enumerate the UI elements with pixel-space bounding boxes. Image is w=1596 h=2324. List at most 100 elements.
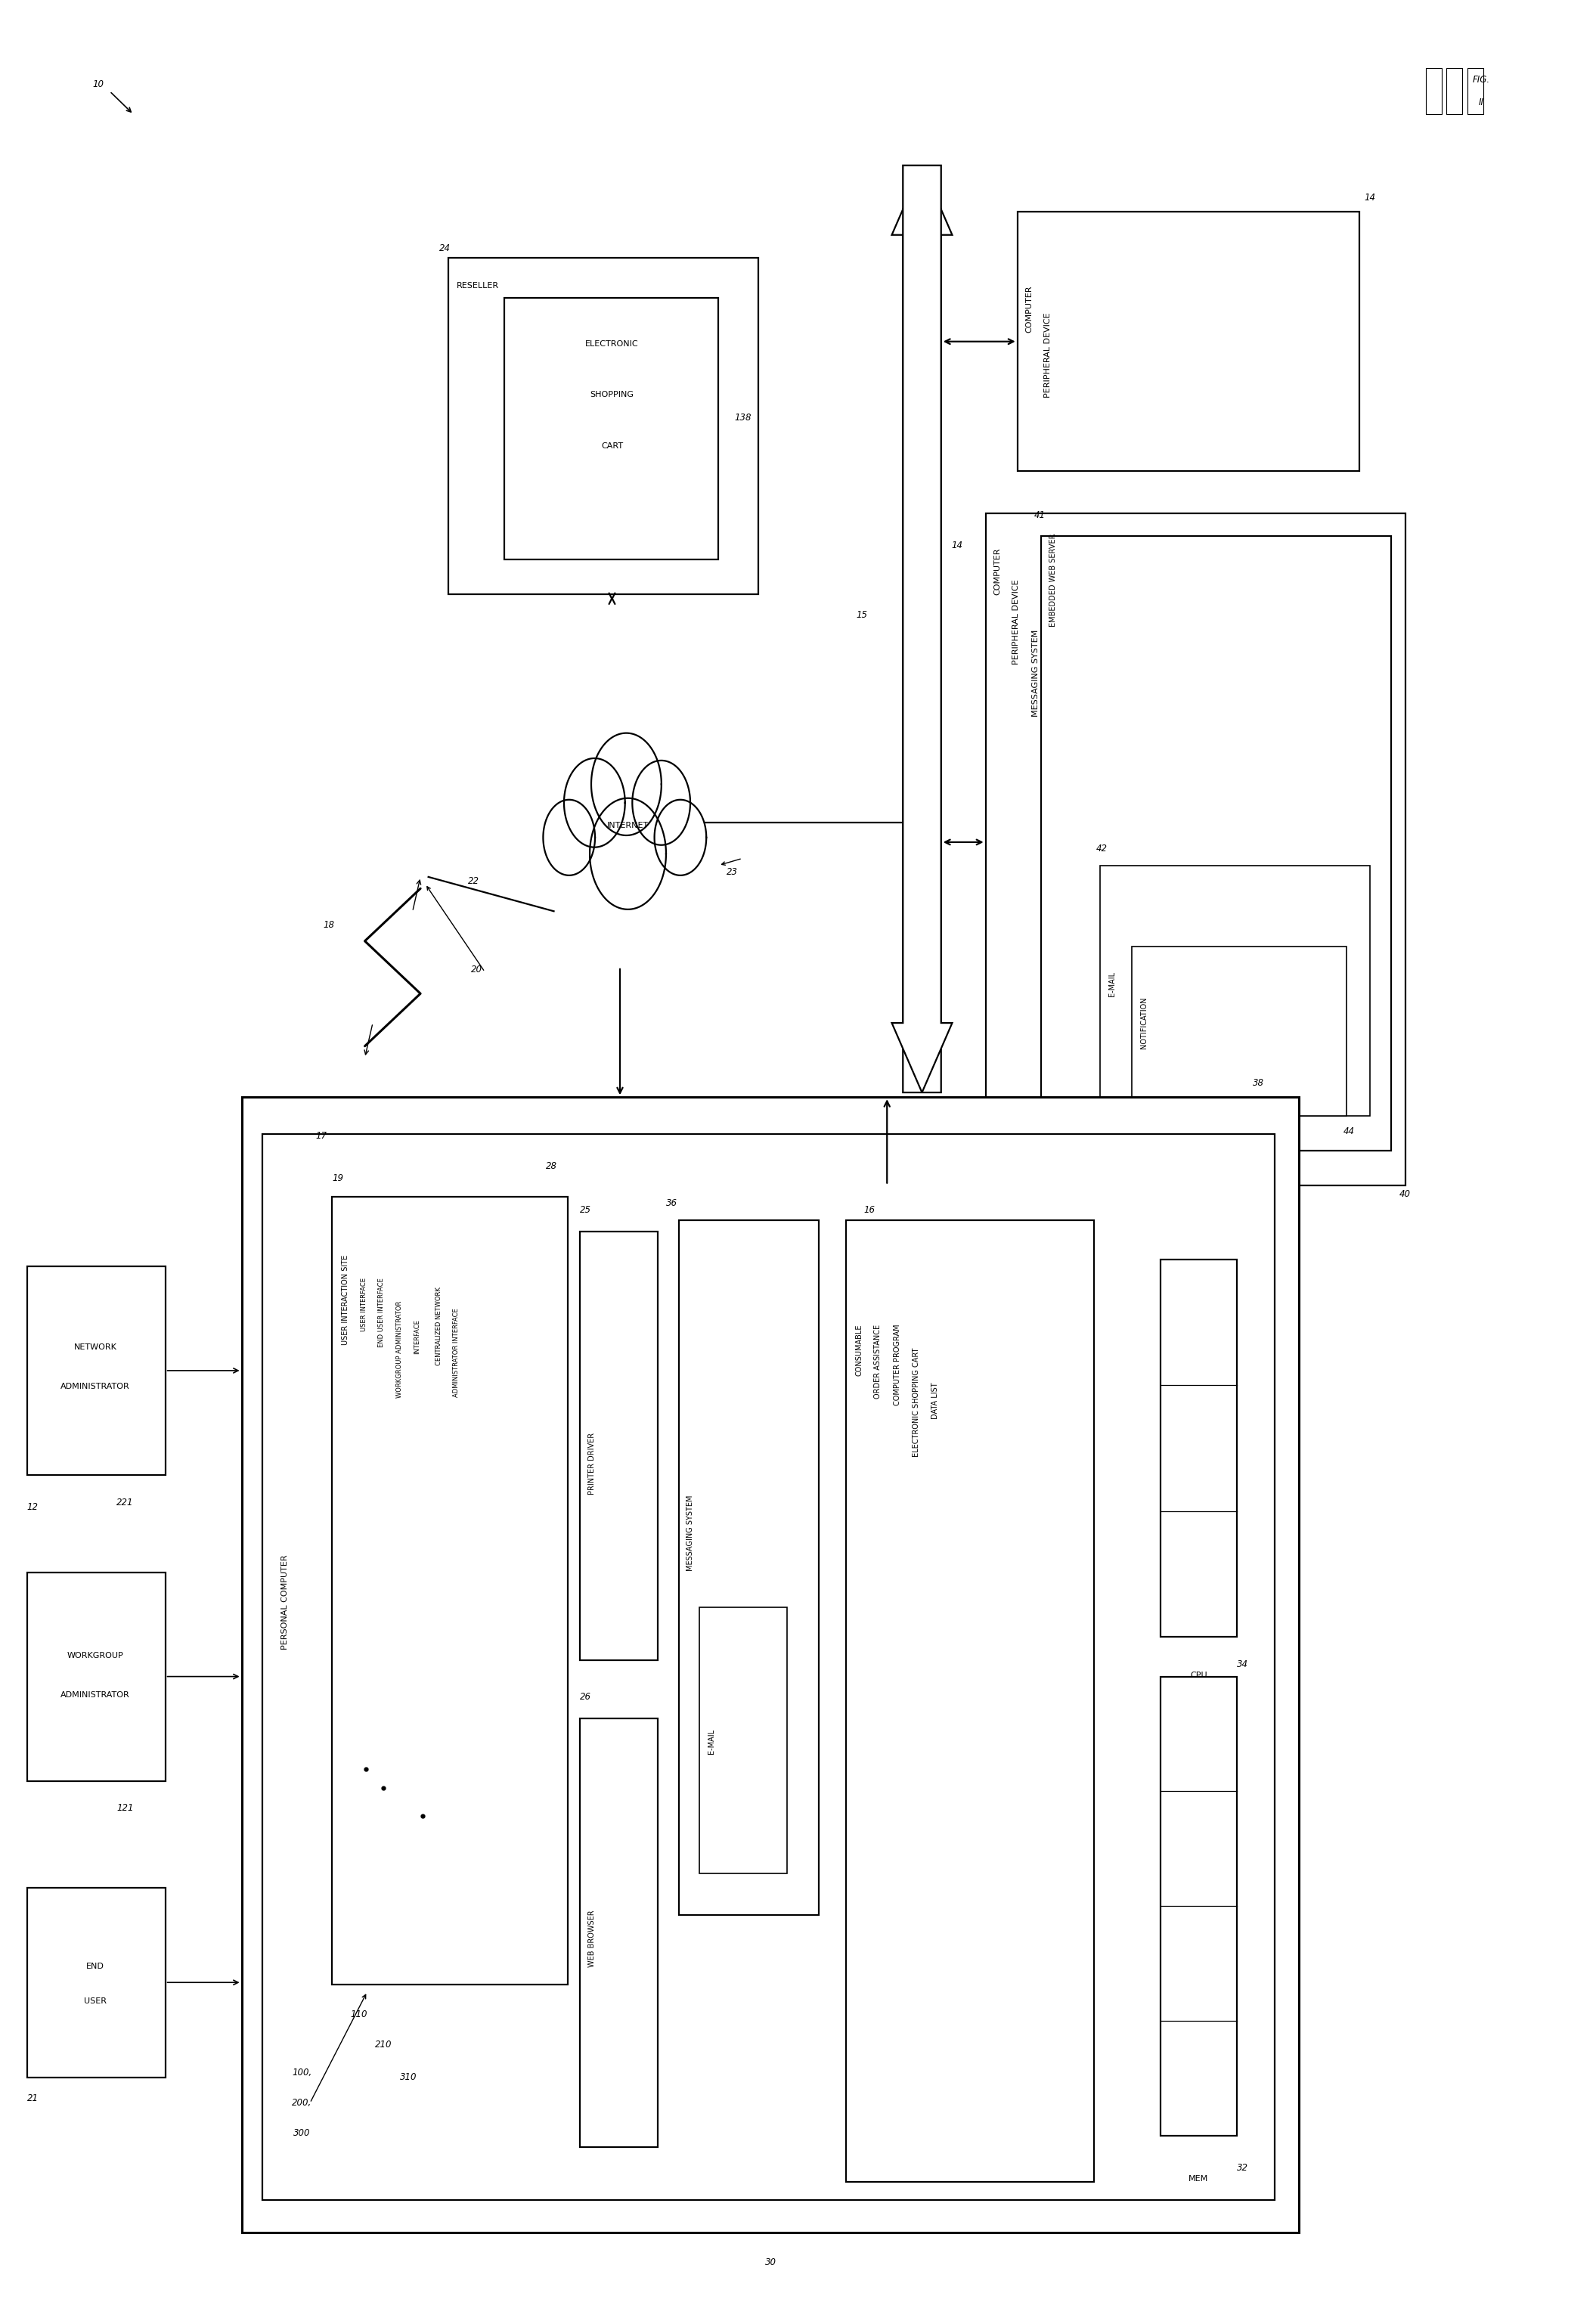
Bar bbox=[504, 297, 718, 560]
Text: RESELLER: RESELLER bbox=[456, 281, 498, 290]
Text: ELECTRONIC SHOPPING CART: ELECTRONIC SHOPPING CART bbox=[913, 1348, 919, 1457]
Text: 18: 18 bbox=[324, 920, 335, 930]
Bar bbox=[27, 1887, 166, 2078]
Circle shape bbox=[563, 758, 626, 848]
Text: ADMINISTRATOR INTERFACE: ADMINISTRATOR INTERFACE bbox=[453, 1308, 460, 1397]
Text: FIG.: FIG. bbox=[1473, 74, 1491, 84]
Text: 100,: 100, bbox=[292, 2068, 311, 2078]
Circle shape bbox=[654, 799, 707, 876]
Text: WEB BROWSER: WEB BROWSER bbox=[589, 1910, 595, 1966]
Bar bbox=[1041, 537, 1392, 1150]
Text: E-MAIL: E-MAIL bbox=[707, 1729, 715, 1755]
Text: CENTRALIZED NETWORK: CENTRALIZED NETWORK bbox=[436, 1287, 442, 1367]
Bar bbox=[1160, 1260, 1237, 1636]
Circle shape bbox=[591, 797, 666, 909]
Bar bbox=[262, 1134, 1275, 2201]
Text: 14: 14 bbox=[1365, 193, 1376, 202]
Text: 44: 44 bbox=[1344, 1127, 1355, 1136]
Text: 12: 12 bbox=[27, 1501, 38, 1513]
Circle shape bbox=[591, 732, 661, 834]
Bar bbox=[581, 1717, 658, 2147]
Text: 32: 32 bbox=[1237, 2164, 1248, 2173]
Text: 26: 26 bbox=[581, 1692, 592, 1701]
Text: 138: 138 bbox=[734, 414, 752, 423]
Text: 10: 10 bbox=[93, 79, 104, 88]
Text: USER: USER bbox=[85, 1996, 107, 2006]
Text: PRINTER DRIVER: PRINTER DRIVER bbox=[589, 1432, 595, 1494]
Text: NETWORK: NETWORK bbox=[73, 1343, 117, 1350]
Bar bbox=[1100, 865, 1371, 1116]
Text: 42: 42 bbox=[1096, 844, 1108, 853]
Text: 15: 15 bbox=[855, 609, 867, 621]
Bar bbox=[678, 1220, 819, 1915]
Text: 28: 28 bbox=[546, 1162, 557, 1171]
Bar bbox=[1160, 1676, 1237, 2136]
Text: PERIPHERAL DEVICE: PERIPHERAL DEVICE bbox=[1012, 579, 1020, 665]
Text: MEM: MEM bbox=[1189, 2175, 1208, 2182]
Text: 200,: 200, bbox=[292, 2099, 311, 2108]
Text: NOTIFICATION: NOTIFICATION bbox=[1140, 997, 1148, 1048]
Text: 20: 20 bbox=[471, 964, 482, 974]
Text: ELECTRONIC: ELECTRONIC bbox=[586, 339, 638, 349]
Text: 30: 30 bbox=[766, 2257, 777, 2268]
Text: 310: 310 bbox=[401, 2073, 417, 2082]
Polygon shape bbox=[892, 165, 953, 1092]
Text: 221: 221 bbox=[117, 1497, 134, 1508]
Text: INTERFACE: INTERFACE bbox=[413, 1320, 420, 1355]
Text: 24: 24 bbox=[439, 244, 450, 253]
Text: II: II bbox=[1479, 98, 1484, 107]
Text: 21: 21 bbox=[27, 2094, 38, 2103]
Bar bbox=[846, 1220, 1093, 2182]
Text: CONSUMABLE: CONSUMABLE bbox=[855, 1325, 863, 1376]
Text: EMBEDDED WEB SERVER: EMBEDDED WEB SERVER bbox=[1049, 535, 1057, 627]
Text: CART: CART bbox=[602, 442, 622, 449]
Text: 22: 22 bbox=[468, 876, 479, 885]
Text: USER INTERACTION SITE: USER INTERACTION SITE bbox=[342, 1255, 350, 1346]
Bar bbox=[1017, 211, 1360, 472]
Text: ORDER ASSISTANCE: ORDER ASSISTANCE bbox=[875, 1325, 883, 1399]
Text: 110: 110 bbox=[351, 2010, 367, 2020]
Bar bbox=[27, 1573, 166, 1780]
Text: 40: 40 bbox=[1400, 1190, 1411, 1199]
Text: 19: 19 bbox=[332, 1174, 343, 1183]
Bar bbox=[448, 258, 758, 595]
Text: 16: 16 bbox=[863, 1206, 875, 1215]
Bar bbox=[27, 1267, 166, 1476]
Polygon shape bbox=[892, 165, 953, 1092]
Bar bbox=[1425, 67, 1441, 114]
Text: 36: 36 bbox=[666, 1199, 677, 1208]
Text: 17: 17 bbox=[316, 1132, 327, 1141]
Text: SHOPPING: SHOPPING bbox=[591, 390, 634, 400]
Text: 25: 25 bbox=[581, 1206, 592, 1215]
Text: 38: 38 bbox=[1253, 1078, 1264, 1088]
Text: COMPUTER PROGRAM: COMPUTER PROGRAM bbox=[894, 1325, 902, 1406]
Bar bbox=[581, 1232, 658, 1659]
Text: USER INTERFACE: USER INTERFACE bbox=[361, 1278, 367, 1332]
Text: 41: 41 bbox=[1034, 511, 1045, 521]
Bar bbox=[699, 1606, 787, 1873]
Text: END: END bbox=[86, 1961, 104, 1971]
Text: E-MAIL: E-MAIL bbox=[1108, 971, 1116, 997]
Text: ADMINISTRATOR: ADMINISTRATOR bbox=[61, 1383, 129, 1390]
Text: END USER INTERFACE: END USER INTERFACE bbox=[378, 1278, 385, 1348]
Text: 121: 121 bbox=[117, 1803, 134, 1813]
Text: 34: 34 bbox=[1237, 1659, 1248, 1669]
Text: PERSONAL COMPUTER: PERSONAL COMPUTER bbox=[281, 1555, 289, 1650]
Text: COMPUTER: COMPUTER bbox=[994, 548, 1001, 595]
Text: PERIPHERAL DEVICE: PERIPHERAL DEVICE bbox=[1044, 314, 1052, 397]
Text: COMPUTER: COMPUTER bbox=[1025, 286, 1033, 332]
Text: CPU: CPU bbox=[1191, 1671, 1207, 1680]
Text: 23: 23 bbox=[726, 867, 737, 876]
Text: INTERNET: INTERNET bbox=[606, 823, 650, 830]
Text: 300: 300 bbox=[294, 2129, 311, 2138]
Text: DATA LIST: DATA LIST bbox=[932, 1383, 938, 1420]
Text: MESSAGING SYSTEM: MESSAGING SYSTEM bbox=[686, 1494, 694, 1571]
Circle shape bbox=[632, 760, 691, 846]
Circle shape bbox=[543, 799, 595, 876]
Bar bbox=[1446, 67, 1462, 114]
Bar bbox=[241, 1097, 1299, 2233]
Text: 210: 210 bbox=[375, 2040, 391, 2050]
Text: WORKGROUP: WORKGROUP bbox=[67, 1652, 123, 1659]
Text: ADMINISTRATOR: ADMINISTRATOR bbox=[61, 1692, 129, 1699]
Bar bbox=[986, 514, 1404, 1185]
